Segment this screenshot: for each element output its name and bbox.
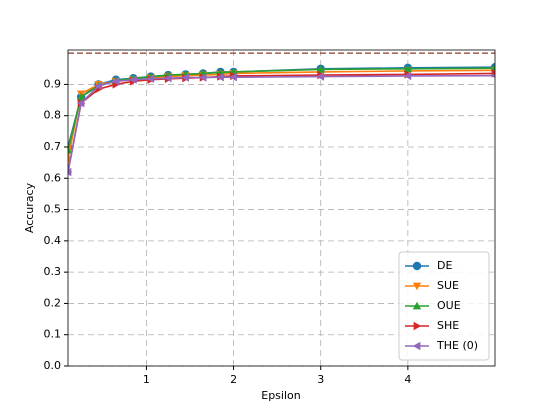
- marker: [412, 341, 421, 351]
- marker: [216, 73, 224, 82]
- marker: [146, 74, 155, 83]
- series-line: [68, 72, 495, 173]
- marker: [403, 64, 413, 73]
- legend: DE SUE OUE SHE THE (0): [398, 251, 490, 361]
- y-axis-label: Accuracy: [23, 182, 36, 233]
- legend-box: [398, 251, 490, 361]
- marker: [94, 81, 102, 91]
- marker: [412, 282, 422, 291]
- marker: [403, 71, 412, 81]
- x-tick-label: 1: [143, 373, 150, 386]
- marker: [412, 261, 422, 271]
- marker: [490, 73, 495, 78]
- legend-label: OUE: [437, 299, 461, 312]
- x-tick-label: 2: [230, 373, 237, 386]
- legend-label: SUE: [437, 279, 459, 292]
- y-tick-label: 0.2: [44, 296, 62, 309]
- legend-label: SHE: [437, 319, 459, 332]
- marker: [316, 72, 325, 81]
- x-tick-label: 4: [404, 373, 411, 386]
- plot-frame: [67, 49, 496, 367]
- marker: [413, 321, 422, 331]
- legend-label: THE (0): [436, 339, 478, 352]
- y-tick-label: 0.6: [44, 171, 62, 184]
- x-axis-label: Epsilon: [261, 389, 301, 402]
- x-tick-label: 3: [317, 373, 324, 386]
- y-tick-label: 0.1: [44, 328, 62, 341]
- y-tick-label: 0.8: [44, 109, 62, 122]
- y-tick-label: 0.7: [44, 140, 62, 153]
- marker: [316, 65, 325, 73]
- marker: [129, 75, 137, 84]
- y-tick-label: 0.4: [44, 234, 62, 247]
- marker: [76, 92, 86, 101]
- legend-label: DE: [437, 259, 452, 272]
- series-line: [68, 74, 495, 173]
- marker: [198, 73, 207, 82]
- y-tick-label: 0.0: [44, 359, 62, 372]
- y-tick-label: 0.9: [44, 77, 62, 90]
- marker: [181, 73, 190, 82]
- y-tick-label: 0.3: [44, 265, 62, 278]
- marker: [164, 73, 172, 83]
- marker: [412, 301, 422, 310]
- marker: [229, 73, 237, 82]
- marker: [111, 77, 120, 86]
- marker: [490, 63, 495, 72]
- marker: [68, 167, 72, 177]
- plot-area: [68, 52, 495, 177]
- y-tick-label: 0.5: [44, 203, 62, 216]
- marker: [76, 98, 85, 108]
